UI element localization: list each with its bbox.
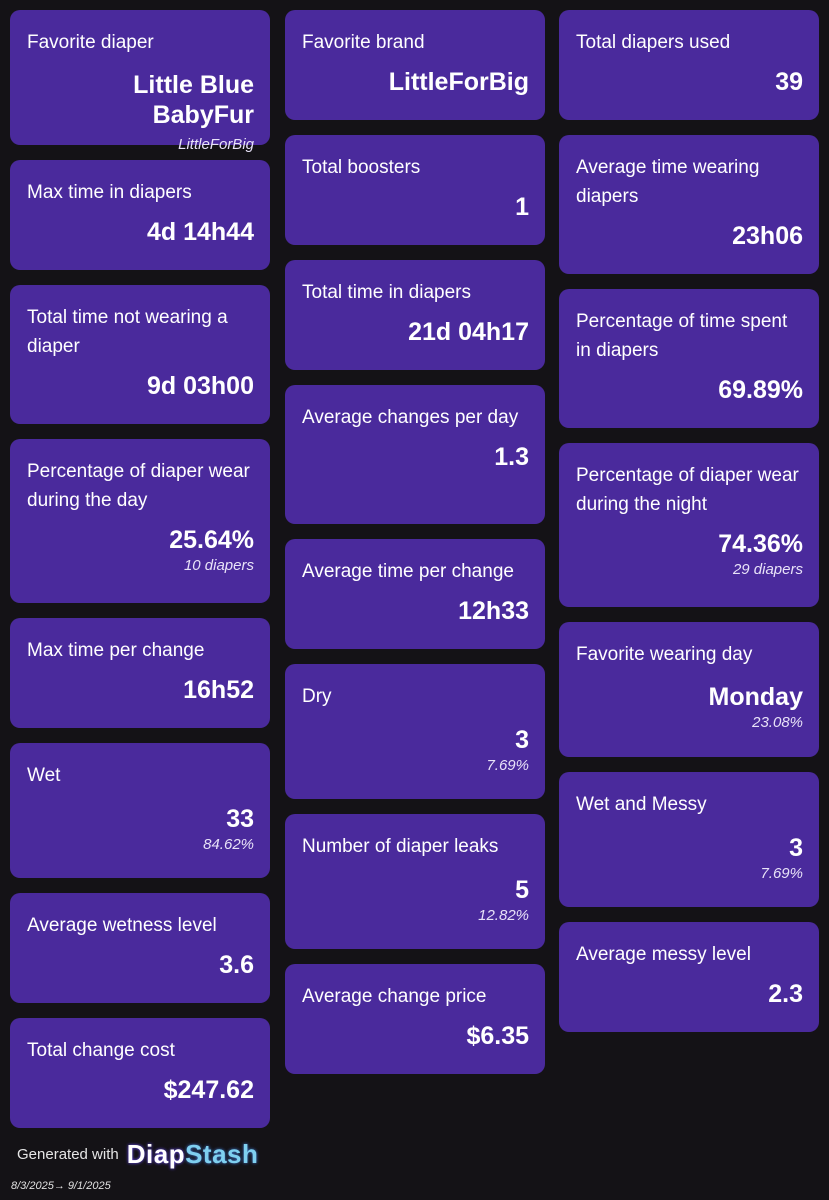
stat-subvalue: 7.69% [760, 865, 803, 882]
stat-label: Total diapers used [576, 32, 731, 53]
stat-card-favorite-brand: Favorite brand LittleForBig [285, 10, 545, 120]
stat-label: Percentage of time spent in diapers [576, 311, 788, 361]
stat-label: Average change price [302, 986, 487, 1007]
stat-subvalue: 29 diapers [732, 561, 803, 578]
stat-card-max-time-in-diapers: Max time in diapers 4d 14h44 [10, 160, 270, 270]
stat-card-average-time-per-change: Average time per change 12h33 [285, 539, 545, 649]
stat-value: 12h33 [458, 597, 529, 625]
stat-value: 3 [515, 726, 529, 754]
stat-card-favorite-diaper: Favorite diaper Little Blue BabyFur Litt… [10, 10, 270, 153]
stat-value: 69.89% [718, 376, 803, 404]
stat-value: 4d 14h44 [146, 218, 254, 246]
stat-value: 1.3 [494, 443, 529, 471]
stat-card-night-wear-percentage: Percentage of diaper wear during the nig… [559, 443, 819, 607]
stat-value: 3 [789, 834, 803, 862]
stat-value: $247.62 [163, 1076, 254, 1104]
stat-card-diaper-leaks: Number of diaper leaks 5 12.82% [285, 814, 545, 949]
stat-label: Wet and Messy [576, 794, 707, 815]
stat-value: 9d 03h00 [146, 372, 254, 400]
stat-card-favorite-wearing-day: Favorite wearing day Monday 23.08% [559, 622, 819, 757]
stat-label: Max time in diapers [27, 182, 192, 203]
stat-subvalue: LittleForBig [178, 136, 254, 153]
stat-label: Number of diaper leaks [302, 836, 499, 857]
stat-label: Average wetness level [27, 915, 217, 936]
stat-value: $6.35 [466, 1022, 529, 1050]
generated-with-text: Generated with [17, 1146, 119, 1163]
stat-card-total-change-cost: Total change cost $247.62 [10, 1018, 270, 1128]
stat-card-total-boosters: Total boosters 1 [285, 135, 545, 245]
stat-card-dry: Dry 3 7.69% [285, 664, 545, 799]
stat-subvalue: 10 diapers [183, 557, 254, 574]
stat-value: 1 [515, 193, 529, 221]
stat-label: Average changes per day [302, 407, 519, 428]
date-range: 8/3/2025→ 9/1/2025 [11, 1180, 111, 1192]
logo-part-stash: Stash [185, 1139, 259, 1169]
stat-label: Total time in diapers [302, 282, 471, 303]
diapstash-logo: DiapStash [127, 1139, 259, 1170]
stat-card-max-time-per-change: Max time per change 16h52 [10, 618, 270, 728]
footer: Generated with DiapStash [17, 1139, 258, 1170]
stat-label: Percentage of diaper wear during the nig… [576, 465, 799, 515]
stat-card-average-messy-level: Average messy level 2.3 [559, 922, 819, 1032]
stat-label: Favorite brand [302, 32, 425, 53]
stat-value: 74.36% [718, 530, 803, 558]
stat-subvalue: 23.08% [752, 714, 803, 731]
stat-card-wet: Wet 33 84.62% [10, 743, 270, 878]
stat-value: 2.3 [768, 980, 803, 1008]
stat-label: Wet [27, 765, 61, 786]
stat-subvalue: 84.62% [203, 836, 254, 853]
stat-value: 3.6 [219, 951, 254, 979]
stat-value: 23h06 [732, 222, 803, 250]
stat-card-total-time-not-wearing: Total time not wearing a diaper 9d 03h00 [10, 285, 270, 424]
stat-value: Monday [708, 683, 803, 711]
stat-card-average-time-wearing: Average time wearing diapers 23h06 [559, 135, 819, 274]
stat-label: Total change cost [27, 1040, 175, 1061]
stat-card-day-wear-percentage: Percentage of diaper wear during the day… [10, 439, 270, 603]
stat-label: Average time wearing diapers [576, 157, 760, 207]
stat-card-average-change-price: Average change price $6.35 [285, 964, 545, 1074]
stat-value: 33 [226, 805, 254, 833]
stat-card-average-changes-per-day: Average changes per day 1.3 [285, 385, 545, 524]
stat-card-average-wetness: Average wetness level 3.6 [10, 893, 270, 1003]
stats-column-1: Favorite diaper Little Blue BabyFur Litt… [10, 10, 270, 1143]
logo-part-diap: Diap [126, 1139, 186, 1169]
stat-label: Favorite diaper [27, 32, 154, 53]
stat-label: Average time per change [302, 561, 514, 582]
stat-value: 5 [515, 876, 529, 904]
stat-label: Total boosters [302, 157, 421, 178]
stat-label: Dry [302, 686, 332, 707]
stat-card-total-diapers-used: Total diapers used 39 [559, 10, 819, 120]
stat-value: 16h52 [183, 676, 254, 704]
stat-value: 21d 04h17 [408, 318, 529, 346]
stat-card-wet-and-messy: Wet and Messy 3 7.69% [559, 772, 819, 907]
stat-label: Percentage of diaper wear during the day [27, 461, 250, 511]
stats-column-3: Total diapers used 39 Average time weari… [559, 10, 819, 1047]
stat-card-percentage-time-in-diapers: Percentage of time spent in diapers 69.8… [559, 289, 819, 428]
stat-label: Favorite wearing day [576, 644, 753, 665]
stat-subvalue: 12.82% [478, 907, 529, 924]
stat-label: Average messy level [576, 944, 751, 965]
stat-subvalue: 7.69% [486, 757, 529, 774]
stat-value: LittleForBig [388, 68, 529, 96]
stats-column-2: Favorite brand LittleForBig Total booste… [285, 10, 545, 1089]
stat-value: 39 [775, 68, 803, 96]
stat-value: 25.64% [169, 526, 254, 554]
stat-card-total-time-in-diapers: Total time in diapers 21d 04h17 [285, 260, 545, 370]
stat-value: Little Blue BabyFur [133, 71, 254, 129]
stat-label: Max time per change [27, 640, 205, 661]
stat-label: Total time not wearing a diaper [27, 307, 228, 357]
